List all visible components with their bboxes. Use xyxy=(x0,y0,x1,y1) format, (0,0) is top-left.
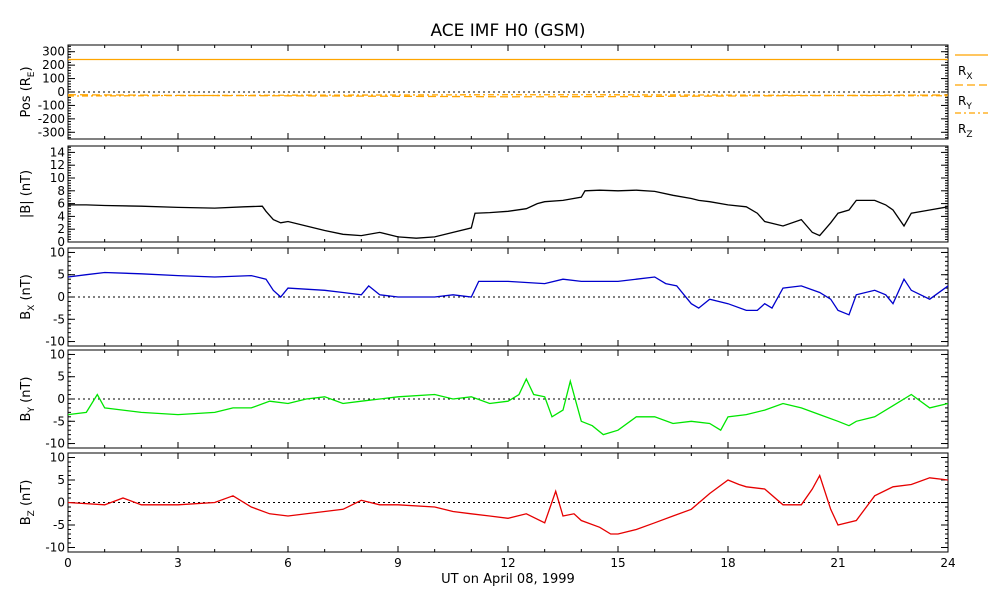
x-tick-label: 0 xyxy=(64,556,72,570)
x-tick-label: 12 xyxy=(500,556,515,570)
y-tick-label-by: -5 xyxy=(53,414,65,428)
x-tick-label: 15 xyxy=(610,556,625,570)
y-axis-label-tail: (nT) xyxy=(19,274,34,304)
y-tick-label-bmag: 0 xyxy=(57,235,65,249)
y-axis-label-main: B xyxy=(19,413,34,422)
y-axis-label-by: BY (nT) xyxy=(19,377,37,422)
panel-bz: -10 -5 0 5 10 BZ (nT) xyxy=(19,451,949,555)
y-tick-label-bmag: 6 xyxy=(57,197,65,211)
panel-bx: -10 -5 0 5 10 BX (nT) xyxy=(19,245,949,349)
y-tick-label-bmag: 14 xyxy=(50,145,65,159)
series-line-B_Y xyxy=(68,377,948,436)
y-tick-label-bx: 5 xyxy=(57,268,65,282)
y-axis-label-sub: Z xyxy=(27,510,37,516)
y-tick-label-bmag: 12 xyxy=(50,158,65,172)
series-line-|B| xyxy=(68,189,948,239)
legend-label-R_Y: RY xyxy=(958,94,972,112)
x-tick-label: 24 xyxy=(940,556,955,570)
y-axis-label-sub: Y xyxy=(27,407,37,414)
series-line-B_Z xyxy=(68,473,948,535)
y-tick-label-bx: -10 xyxy=(45,335,65,349)
legend-label-sub: Z xyxy=(966,130,972,140)
legend-label-R_X: RX xyxy=(958,64,973,82)
y-tick-label-by: 5 xyxy=(57,370,65,384)
x-tick-label: 21 xyxy=(830,556,845,570)
y-tick-label-bx: -5 xyxy=(53,312,65,326)
y-axis-label-tail: (nT) xyxy=(19,480,34,510)
x-tick-label: 9 xyxy=(394,556,402,570)
y-axis-label-tail: ) xyxy=(19,66,34,71)
y-tick-label-pos: -200 xyxy=(38,112,65,126)
y-tick-label-bz: -10 xyxy=(45,541,65,555)
panel-by: -10 -5 0 5 10 BY (nT) xyxy=(19,347,949,451)
x-tick-label: 18 xyxy=(720,556,735,570)
y-tick-label-bx: 0 xyxy=(57,290,65,304)
y-tick-label-pos: 0 xyxy=(57,85,65,99)
legend-label-main: R xyxy=(958,64,966,78)
x-axis-label: UT on April 08, 1999 xyxy=(441,572,575,587)
y-tick-label-bmag: 10 xyxy=(50,171,65,185)
y-axis-label-bz: BZ (nT) xyxy=(19,480,37,526)
y-tick-label-bz: -5 xyxy=(53,518,65,532)
y-axis-label-pos: Pos (RE) xyxy=(19,66,37,117)
legend-label-main: R xyxy=(958,94,966,108)
y-tick-label-pos: -100 xyxy=(38,98,65,112)
y-axis-label-sub: X xyxy=(27,305,37,311)
y-tick-label-bmag: 2 xyxy=(57,222,65,236)
y-axis-label-main: B xyxy=(19,311,34,320)
y-tick-label-bz: 10 xyxy=(50,451,65,465)
y-tick-label-pos: 200 xyxy=(42,58,65,72)
y-tick-label-bx: 10 xyxy=(50,245,65,259)
series-line-R_Y xyxy=(68,94,948,98)
y-axis-label-bmag: |B| (nT) xyxy=(19,170,34,218)
y-axis-label-main: B xyxy=(19,516,34,525)
y-tick-label-by: -10 xyxy=(45,437,65,451)
y-tick-label-pos: -300 xyxy=(38,125,65,139)
legend-label-sub: Y xyxy=(965,102,972,112)
y-axis-label-bx: BX (nT) xyxy=(19,274,37,320)
y-axis-label-sub: E xyxy=(27,71,37,77)
x-tick-label: 6 xyxy=(284,556,292,570)
y-tick-label-bz: 5 xyxy=(57,473,65,487)
x-tick-label: 3 xyxy=(174,556,182,570)
panel-frame-bmag xyxy=(67,145,949,243)
legend-label-R_Z: RZ xyxy=(958,122,973,140)
series-line-B_X xyxy=(68,271,948,316)
legend-label-main: R xyxy=(958,122,966,136)
y-tick-label-bmag: 8 xyxy=(57,184,65,198)
y-tick-label-pos: 100 xyxy=(42,72,65,86)
y-tick-label-by: 10 xyxy=(50,347,65,361)
series-line-R_Z xyxy=(68,94,948,97)
y-axis-label-tail: (nT) xyxy=(19,377,34,407)
y-axis-label-main: |B| (nT) xyxy=(19,170,34,218)
y-tick-label-bz: 0 xyxy=(57,496,65,510)
y-axis-label-main: Pos (R xyxy=(19,77,34,117)
y-tick-label-bmag: 4 xyxy=(57,209,65,223)
y-tick-label-pos: 300 xyxy=(42,45,65,59)
chart-title: ACE IMF H0 (GSM) xyxy=(430,21,585,41)
legend-label-sub: X xyxy=(966,72,972,82)
y-tick-label-by: 0 xyxy=(57,392,65,406)
